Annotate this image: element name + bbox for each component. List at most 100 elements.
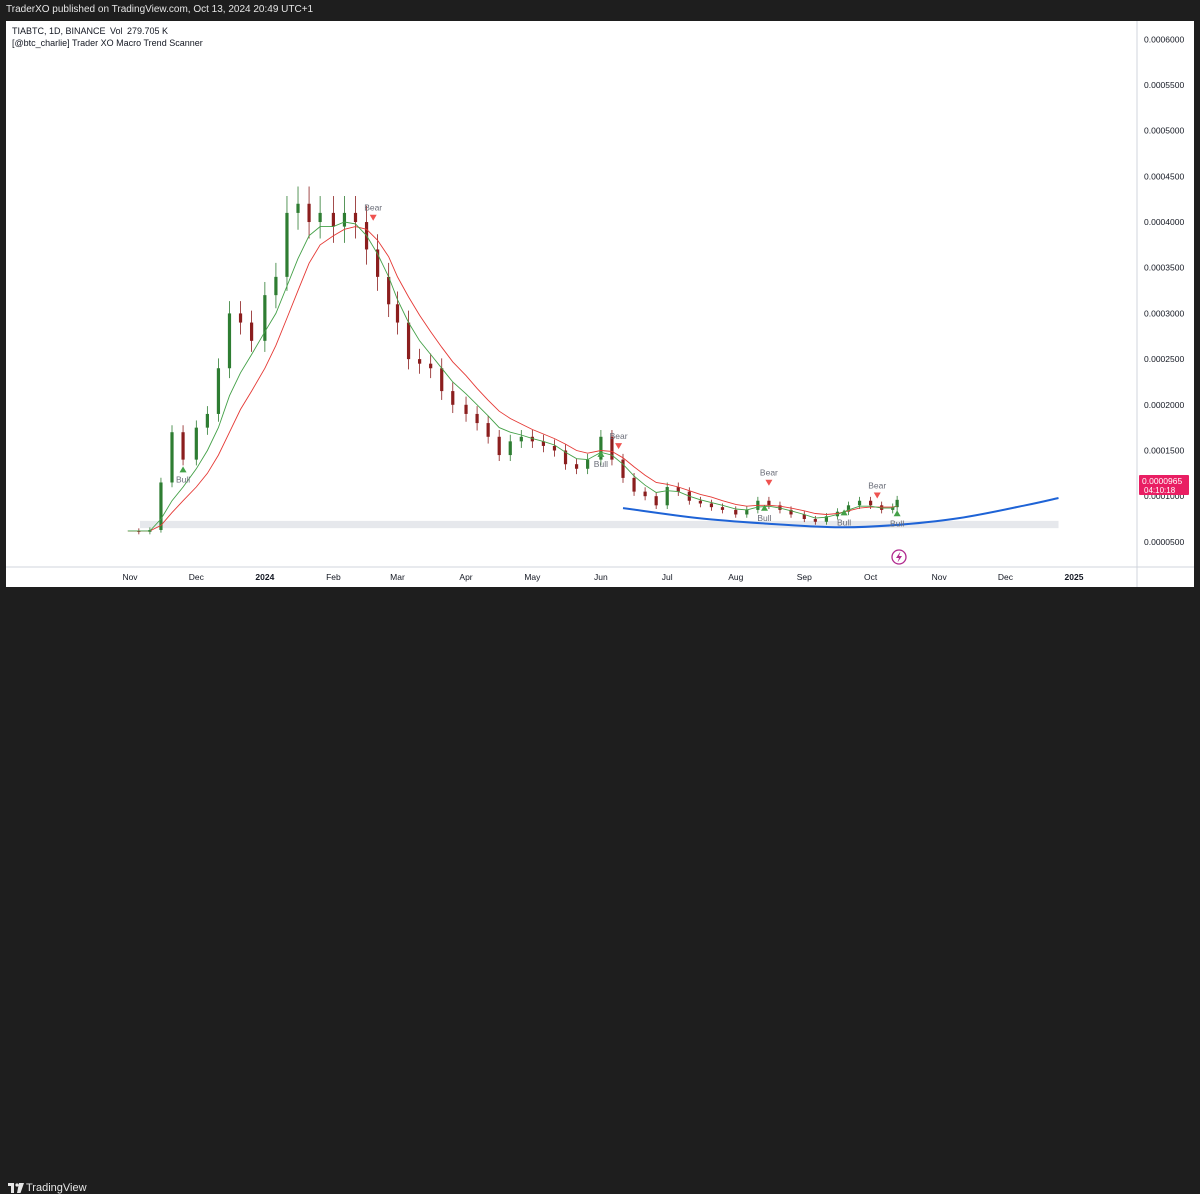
time-tick-label: Feb — [326, 572, 341, 582]
candle-body — [274, 276, 278, 296]
candle — [778, 501, 782, 514]
price-tick-label: 0.0003500 — [1144, 263, 1184, 273]
publisher-text: TraderXO published on TradingView.com, O… — [6, 4, 314, 15]
bull-signal: Bull — [594, 450, 608, 469]
candle — [519, 429, 523, 448]
candle-body — [497, 436, 501, 456]
candle — [698, 496, 702, 508]
time-tick-label: Nov — [932, 572, 948, 582]
candle — [227, 301, 232, 379]
candle-body — [318, 212, 322, 223]
bull-signal-label: Bull — [890, 518, 904, 528]
candle-body — [676, 487, 680, 492]
candle — [676, 482, 680, 496]
candle — [353, 196, 358, 239]
price-tick-label: 0.0001000 — [1144, 491, 1184, 501]
bull-triangle-icon — [760, 504, 768, 511]
candle — [249, 310, 254, 352]
candle-body — [475, 413, 479, 424]
candle-body — [205, 413, 209, 428]
bear-triangle-icon — [615, 443, 623, 450]
candle-body — [880, 505, 884, 510]
bear-signal-label: Bear — [610, 431, 628, 441]
candle-body — [376, 249, 380, 277]
candle-body — [353, 212, 358, 223]
price-tick-label: 0.0004000 — [1144, 217, 1184, 227]
candle-body — [429, 363, 433, 369]
price-tick-label: 0.0005500 — [1144, 80, 1184, 90]
candle — [285, 196, 289, 291]
candle-body — [451, 391, 455, 405]
candle-body — [464, 404, 468, 414]
candle-body — [709, 503, 714, 508]
bull-signal-label: Bull — [837, 517, 851, 527]
bear-triangle-icon — [369, 214, 377, 221]
time-tick-label: Dec — [998, 572, 1014, 582]
candle-body — [643, 491, 647, 497]
candle — [376, 234, 380, 291]
bull-signal: Bull — [176, 466, 190, 484]
candle-body — [599, 436, 603, 460]
bull-signal-label: Bull — [757, 513, 771, 523]
price-tick-label: 0.0002500 — [1144, 354, 1184, 364]
candle — [464, 396, 468, 422]
chart-frame: Bull Bear Bull Bear Bear Bull Bull Bear Bull 0.0… — [6, 21, 1194, 587]
candle — [643, 487, 647, 501]
candle-body — [418, 359, 422, 364]
price-tick-label: 0.0000500 — [1144, 537, 1184, 547]
candle-body — [767, 500, 771, 506]
candle-body — [296, 203, 300, 213]
candle-body — [824, 516, 828, 522]
candle-body — [802, 514, 806, 520]
candle — [497, 429, 501, 462]
last-price: 0.0000965 — [1142, 476, 1182, 486]
candle-body — [406, 322, 411, 360]
candle — [813, 515, 817, 525]
time-tick-label: Dec — [189, 572, 205, 582]
candle — [451, 382, 455, 414]
candle-body — [508, 441, 512, 456]
candle-body — [541, 441, 546, 446]
candle — [599, 429, 603, 466]
candle-body — [342, 212, 347, 227]
bear-triangle-icon — [765, 479, 773, 486]
candle-body — [745, 509, 749, 515]
candle-body — [137, 530, 141, 532]
candle-body — [159, 482, 163, 530]
candle — [429, 353, 433, 379]
candle-body — [632, 477, 636, 492]
last-price-badge: 0.0000965 04:10:18 — [1139, 475, 1189, 495]
tradingview-logo-icon — [8, 1183, 24, 1193]
candle — [632, 472, 636, 496]
candle — [586, 453, 590, 475]
footer-bar: TradingView — [0, 587, 1200, 1194]
support-zone — [140, 520, 1059, 529]
bull-signal: Bull — [757, 504, 772, 523]
candle-body — [734, 509, 738, 515]
candle — [181, 425, 185, 466]
candle — [170, 425, 174, 488]
time-tick-label: May — [524, 572, 541, 582]
candle — [563, 444, 568, 470]
candle-body — [654, 496, 658, 506]
price-tick-label: 0.0001500 — [1144, 445, 1184, 455]
bear-signal-label: Bear — [868, 481, 886, 491]
candle-body — [586, 459, 590, 469]
price-chart[interactable]: Bull Bear Bull Bear Bear Bull Bull Bear Bull 0.0… — [6, 21, 1194, 587]
candle-body — [857, 500, 862, 506]
candle — [263, 281, 267, 352]
candle — [159, 477, 163, 533]
candle — [387, 262, 391, 318]
time-tick-label: 2025 — [1065, 572, 1084, 582]
candle — [574, 458, 579, 475]
candle — [418, 348, 422, 374]
time-tick-label: Aug — [728, 572, 743, 582]
lightning-icon[interactable] — [891, 549, 907, 565]
bull-triangle-icon — [893, 510, 901, 517]
candle-body — [621, 459, 625, 478]
candle-body — [486, 423, 490, 437]
candle — [406, 310, 411, 370]
candle — [621, 453, 625, 483]
candle — [475, 406, 479, 431]
candle-body — [846, 505, 851, 512]
